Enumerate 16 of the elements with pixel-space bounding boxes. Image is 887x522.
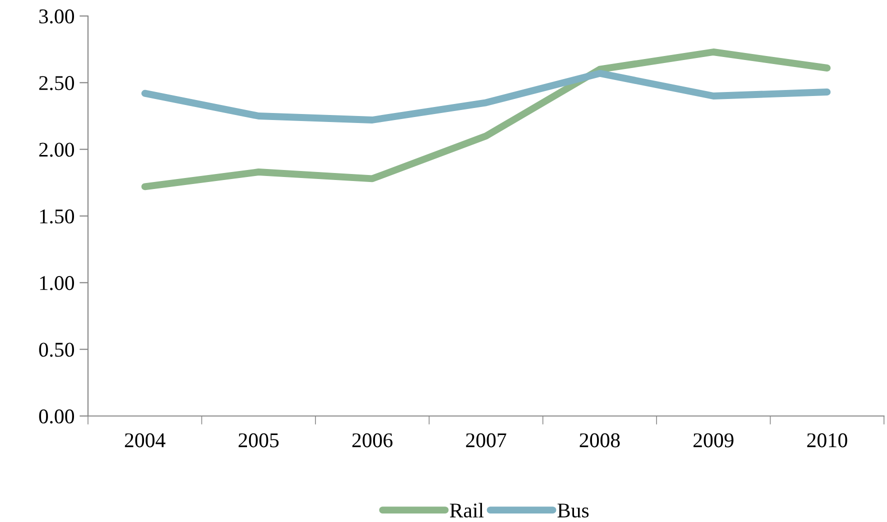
x-tick-label: 2005 xyxy=(238,433,279,448)
y-tick-label: 0.00 xyxy=(39,409,74,424)
y-tick-label: 2.50 xyxy=(39,76,74,90)
x-tick-label: 2008 xyxy=(580,433,620,448)
y-tick-label: 1.50 xyxy=(40,209,74,224)
legend-label: Bus xyxy=(558,504,589,518)
x-tick-label: 2009 xyxy=(694,433,734,448)
y-tick-label: 0.50 xyxy=(39,342,74,357)
x-tick-label: 2010 xyxy=(807,433,848,448)
x-tick-label: 2004 xyxy=(124,433,166,448)
x-tick-label: 2006 xyxy=(352,433,392,448)
x-tick-label: 2007 xyxy=(466,433,506,448)
y-tick-label: 2.00 xyxy=(39,142,74,157)
legend-label: Rail xyxy=(450,502,484,518)
y-tick-label: 3.00 xyxy=(39,9,74,24)
y-tick-label: 1.00 xyxy=(40,276,74,290)
